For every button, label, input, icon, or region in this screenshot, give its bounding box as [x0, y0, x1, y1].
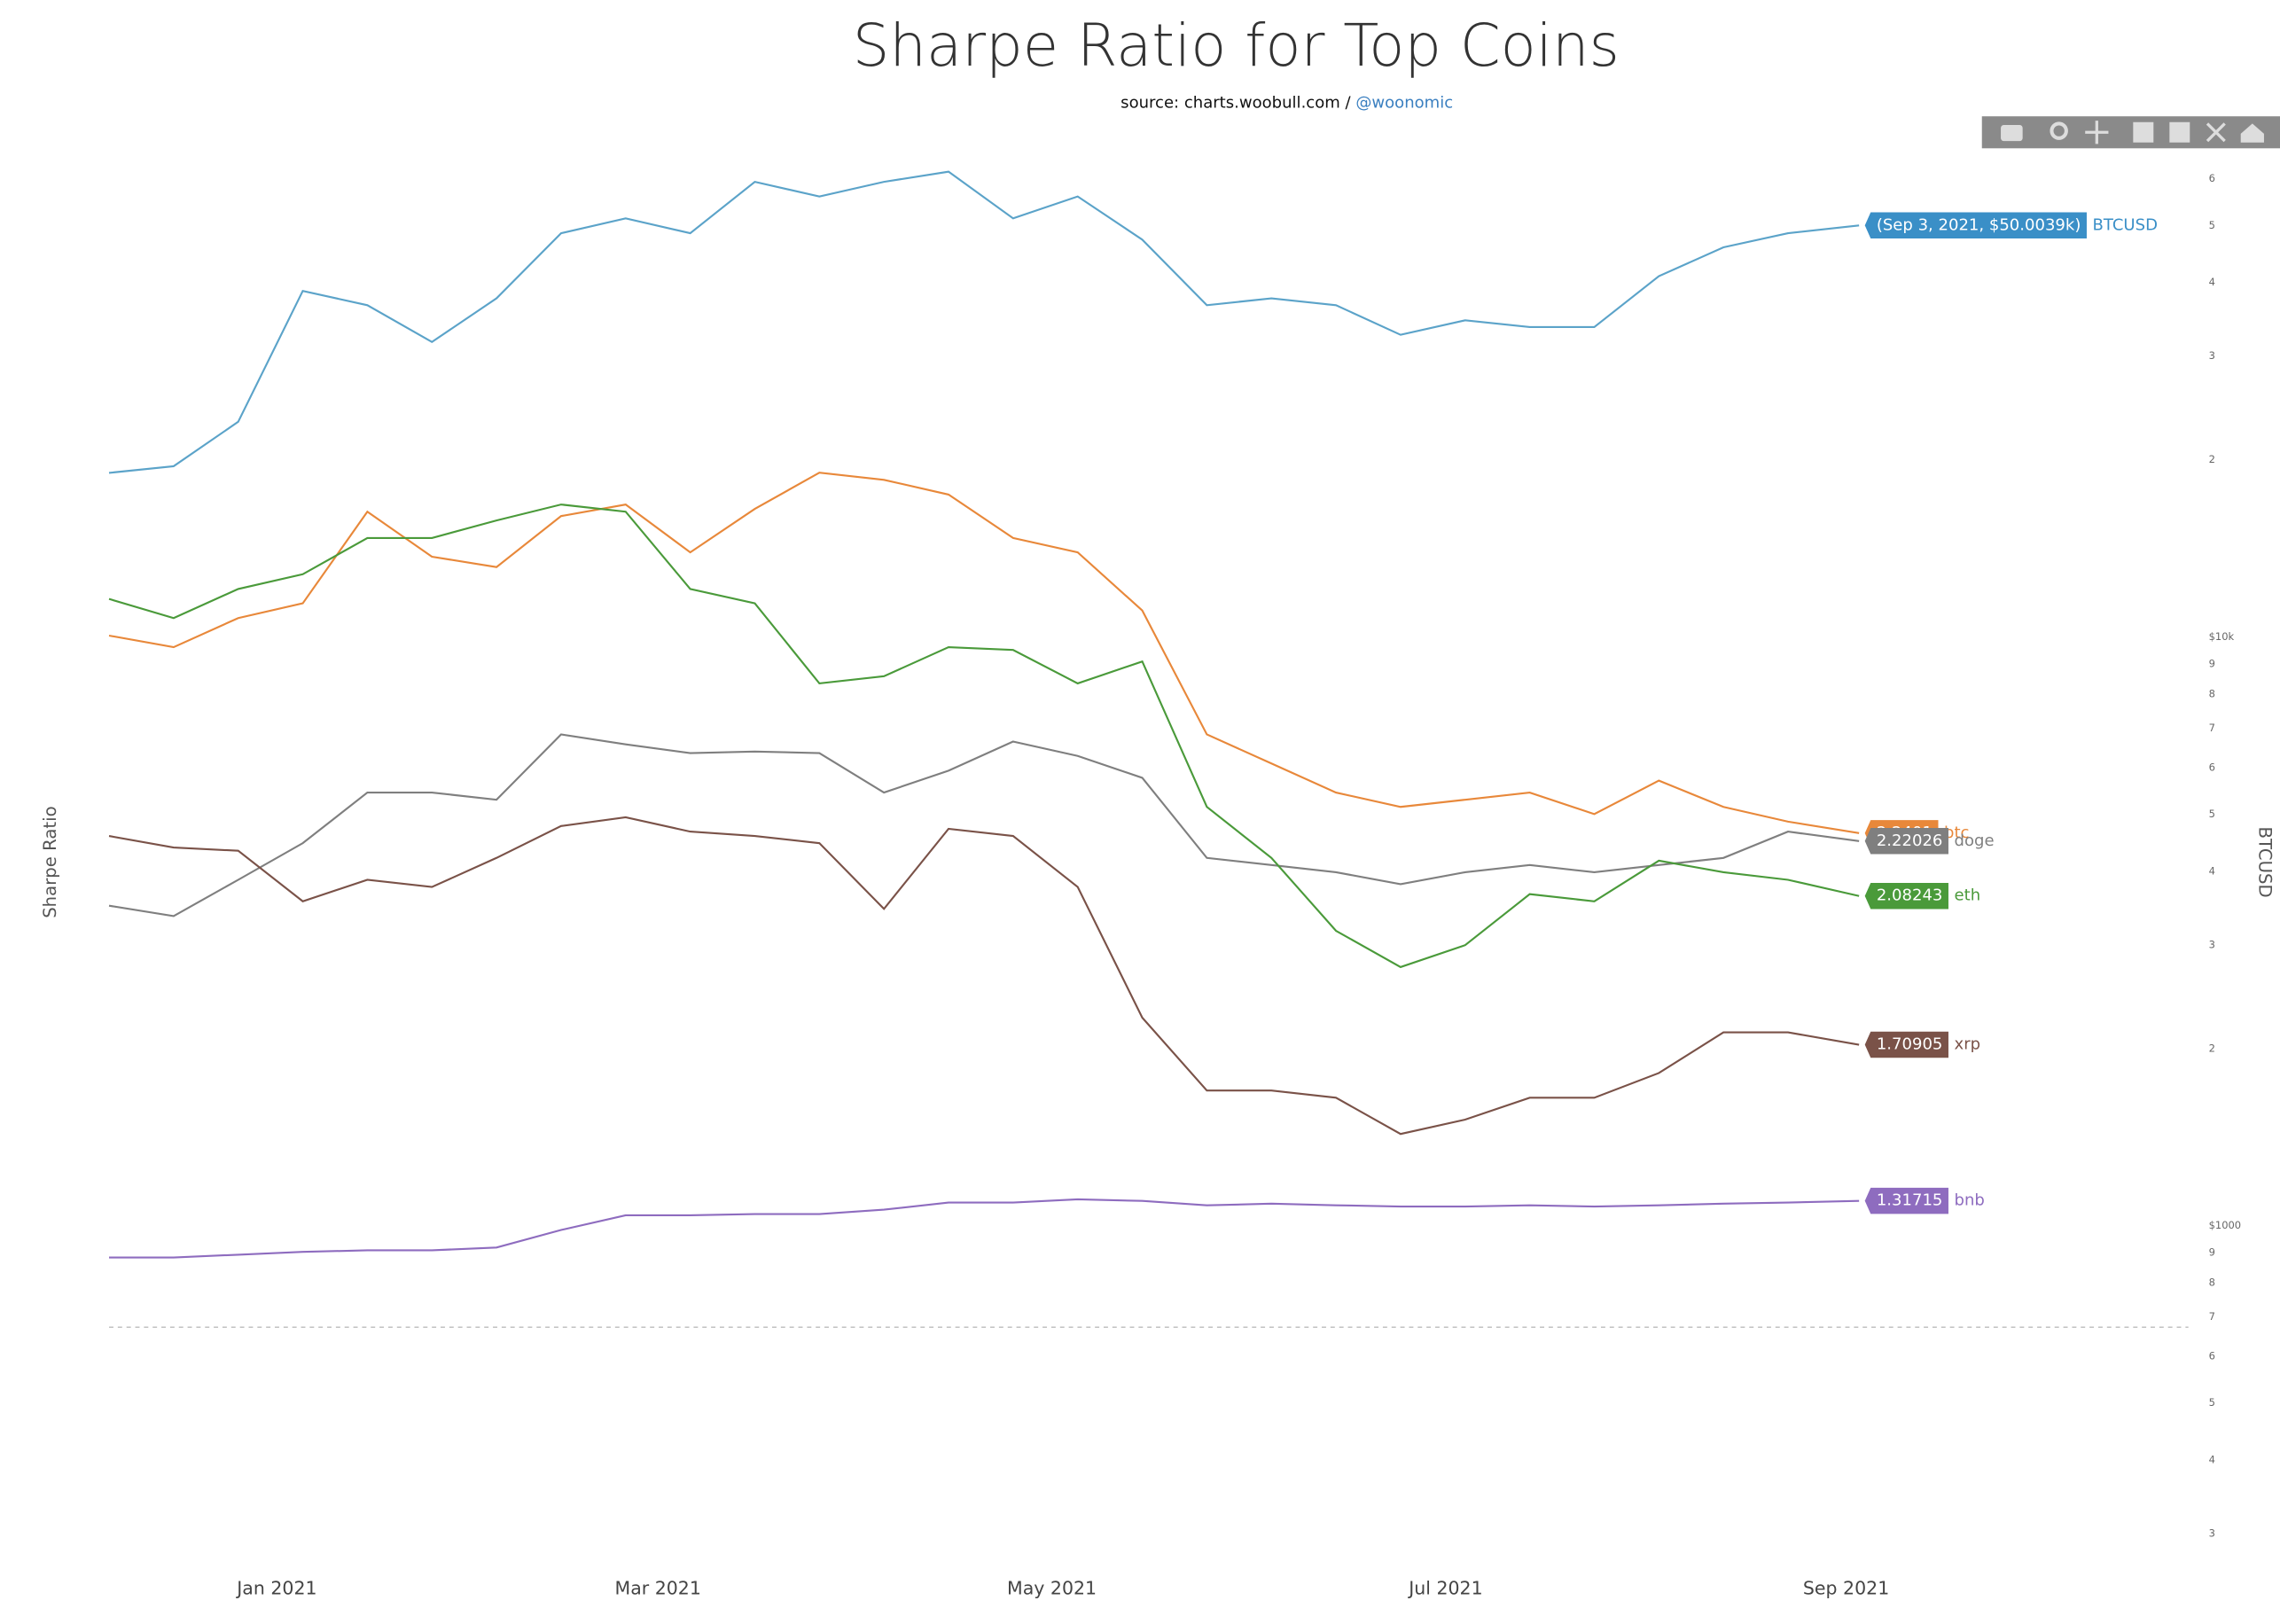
camera-icon[interactable] [2001, 125, 2023, 142]
end-label-text: (Sep 3, 2021, $50.0039k) [1877, 215, 2081, 234]
end-label: 1.31715 bnb [1864, 1187, 1985, 1214]
y-axis-label: Sharpe Ratio [40, 806, 60, 917]
y2-tick-label: 9 [2209, 657, 2215, 669]
series-line [108, 170, 1860, 474]
end-label-text: 2.22026 [1877, 832, 1943, 850]
legend-name: BTCUSD [2093, 215, 2158, 234]
zoom-in-icon[interactable] [2133, 121, 2154, 143]
y2-tick-label: $10k [2209, 630, 2235, 643]
end-label: (Sep 3, 2021, $50.0039k) BTCUSD [1864, 212, 2158, 239]
y2-tick-label: 7 [2209, 722, 2215, 734]
legend-name: bnb [1955, 1191, 1985, 1210]
end-label: 2.08243 eth [1864, 882, 1981, 910]
legend-name: doge [1955, 832, 1995, 850]
y2-tick-label: 2 [2209, 1042, 2215, 1054]
end-label: 2.22026 doge [1864, 828, 1995, 855]
end-label-text: 1.31715 [1877, 1191, 1943, 1210]
chart-title: Sharpe Ratio for Top Coins [853, 12, 1620, 80]
modebar-bg [1981, 116, 2280, 149]
end-label-text: 2.08243 [1877, 886, 1943, 905]
modebar [1981, 116, 2280, 149]
x-tick-label: Jul 2021 [1407, 1578, 1482, 1599]
y2-tick-label: $1000 [2209, 1219, 2241, 1231]
subtitle: source: charts.woobull.com / @woonomic [1120, 93, 1453, 112]
legend-name: btc [1944, 824, 1969, 842]
autoscale-icon[interactable] [2206, 122, 2226, 143]
y2-axis-label: BTCUSD [2254, 827, 2275, 898]
series-line [108, 733, 1860, 917]
y2-tick-label: 5 [2209, 1396, 2215, 1409]
series-line [109, 1198, 1860, 1259]
y2-tick-label: 8 [2209, 1277, 2215, 1289]
pan-icon[interactable] [2085, 121, 2109, 144]
series-line [108, 472, 1860, 834]
y2-tick-label: 9 [2209, 1246, 2215, 1259]
subtitle-source: source: charts.woobull.com / [1120, 93, 1355, 112]
zoom-out-icon[interactable] [2169, 121, 2190, 143]
y2-tick-label: 8 [2209, 687, 2215, 699]
legend-name: eth [1955, 886, 1981, 905]
x-tick-label: May 2021 [1007, 1578, 1097, 1599]
y2-tick-label: 6 [2209, 761, 2215, 773]
subtitle-link[interactable]: @woonomic [1355, 93, 1453, 112]
y2-tick-label: 6 [2209, 172, 2215, 184]
series-line [108, 504, 1860, 969]
y2-tick-label: 2 [2209, 453, 2215, 465]
end-label-box [1864, 828, 1948, 855]
end-label-box [1864, 882, 1948, 910]
x-tick-label: Mar 2021 [615, 1578, 701, 1599]
zoom-icon[interactable] [2050, 121, 2068, 140]
home-icon[interactable] [2240, 123, 2264, 143]
y2-tick-label: 4 [2209, 276, 2215, 288]
y2-tick-label: 3 [2209, 1527, 2215, 1540]
end-label-box [1864, 1187, 1948, 1214]
x-tick-label: Jan 2021 [235, 1578, 316, 1599]
y2-tick-label: 7 [2209, 1310, 2215, 1323]
end-label: 1.70905 xrp [1864, 1031, 1981, 1058]
y2-tick-label: 3 [2209, 349, 2215, 362]
y2-tick-label: 5 [2209, 808, 2215, 820]
y2-tick-label: 4 [2209, 1454, 2215, 1466]
series-line [108, 816, 1860, 1136]
y2-tick-label: 5 [2209, 219, 2215, 231]
end-label-box [1864, 1031, 1948, 1058]
y2-tick-label: 4 [2209, 864, 2215, 877]
y2-tick-label: 3 [2209, 938, 2215, 950]
end-label-text: 1.70905 [1877, 1035, 1943, 1054]
y2-tick-label: 6 [2209, 1350, 2215, 1362]
end-label-box [1864, 212, 2087, 239]
legend-name: xrp [1955, 1035, 1981, 1054]
x-tick-label: Sep 2021 [1803, 1578, 1889, 1599]
